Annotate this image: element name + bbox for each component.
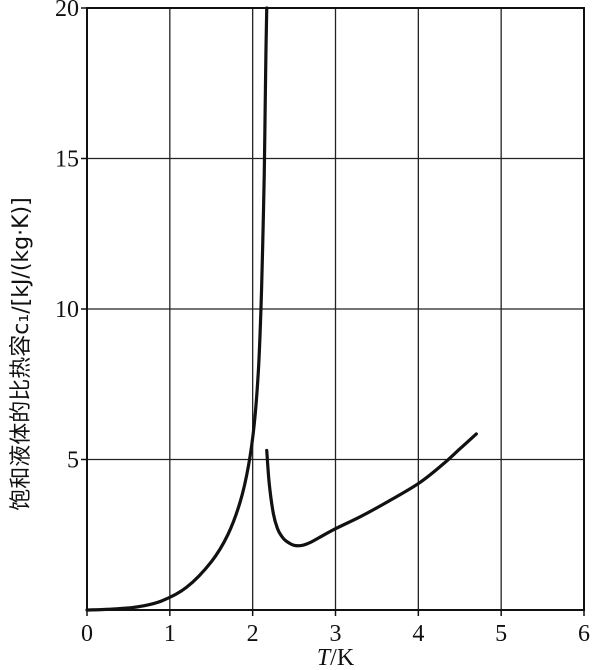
y-tick-label: 15 [55,147,79,173]
y-axis-label: 饱和液体的比热容c₁/[kJ/(kg·K)] [9,197,34,510]
x-axis-label: T/K [317,645,355,670]
x-tick-label: 0 [81,621,93,647]
grid [87,8,584,610]
series-line-1 [85,6,269,612]
x-tick-label: 1 [164,621,176,647]
series-line-2 [265,432,478,548]
y-tick-labels: 5 10 15 20 [55,0,87,474]
series [85,6,478,612]
x-tick-label: 3 [330,621,342,647]
x-tick-label: 6 [578,621,590,647]
y-tick-label: 5 [67,448,79,474]
x-tick-label: 2 [247,621,259,647]
y-tick-label: 10 [55,297,79,323]
x-tick-labels: 0 1 2 3 4 5 6 [81,610,590,647]
x-tick-label: 5 [495,621,507,647]
y-tick-label: 20 [55,0,79,22]
x-tick-label: 4 [412,621,424,647]
